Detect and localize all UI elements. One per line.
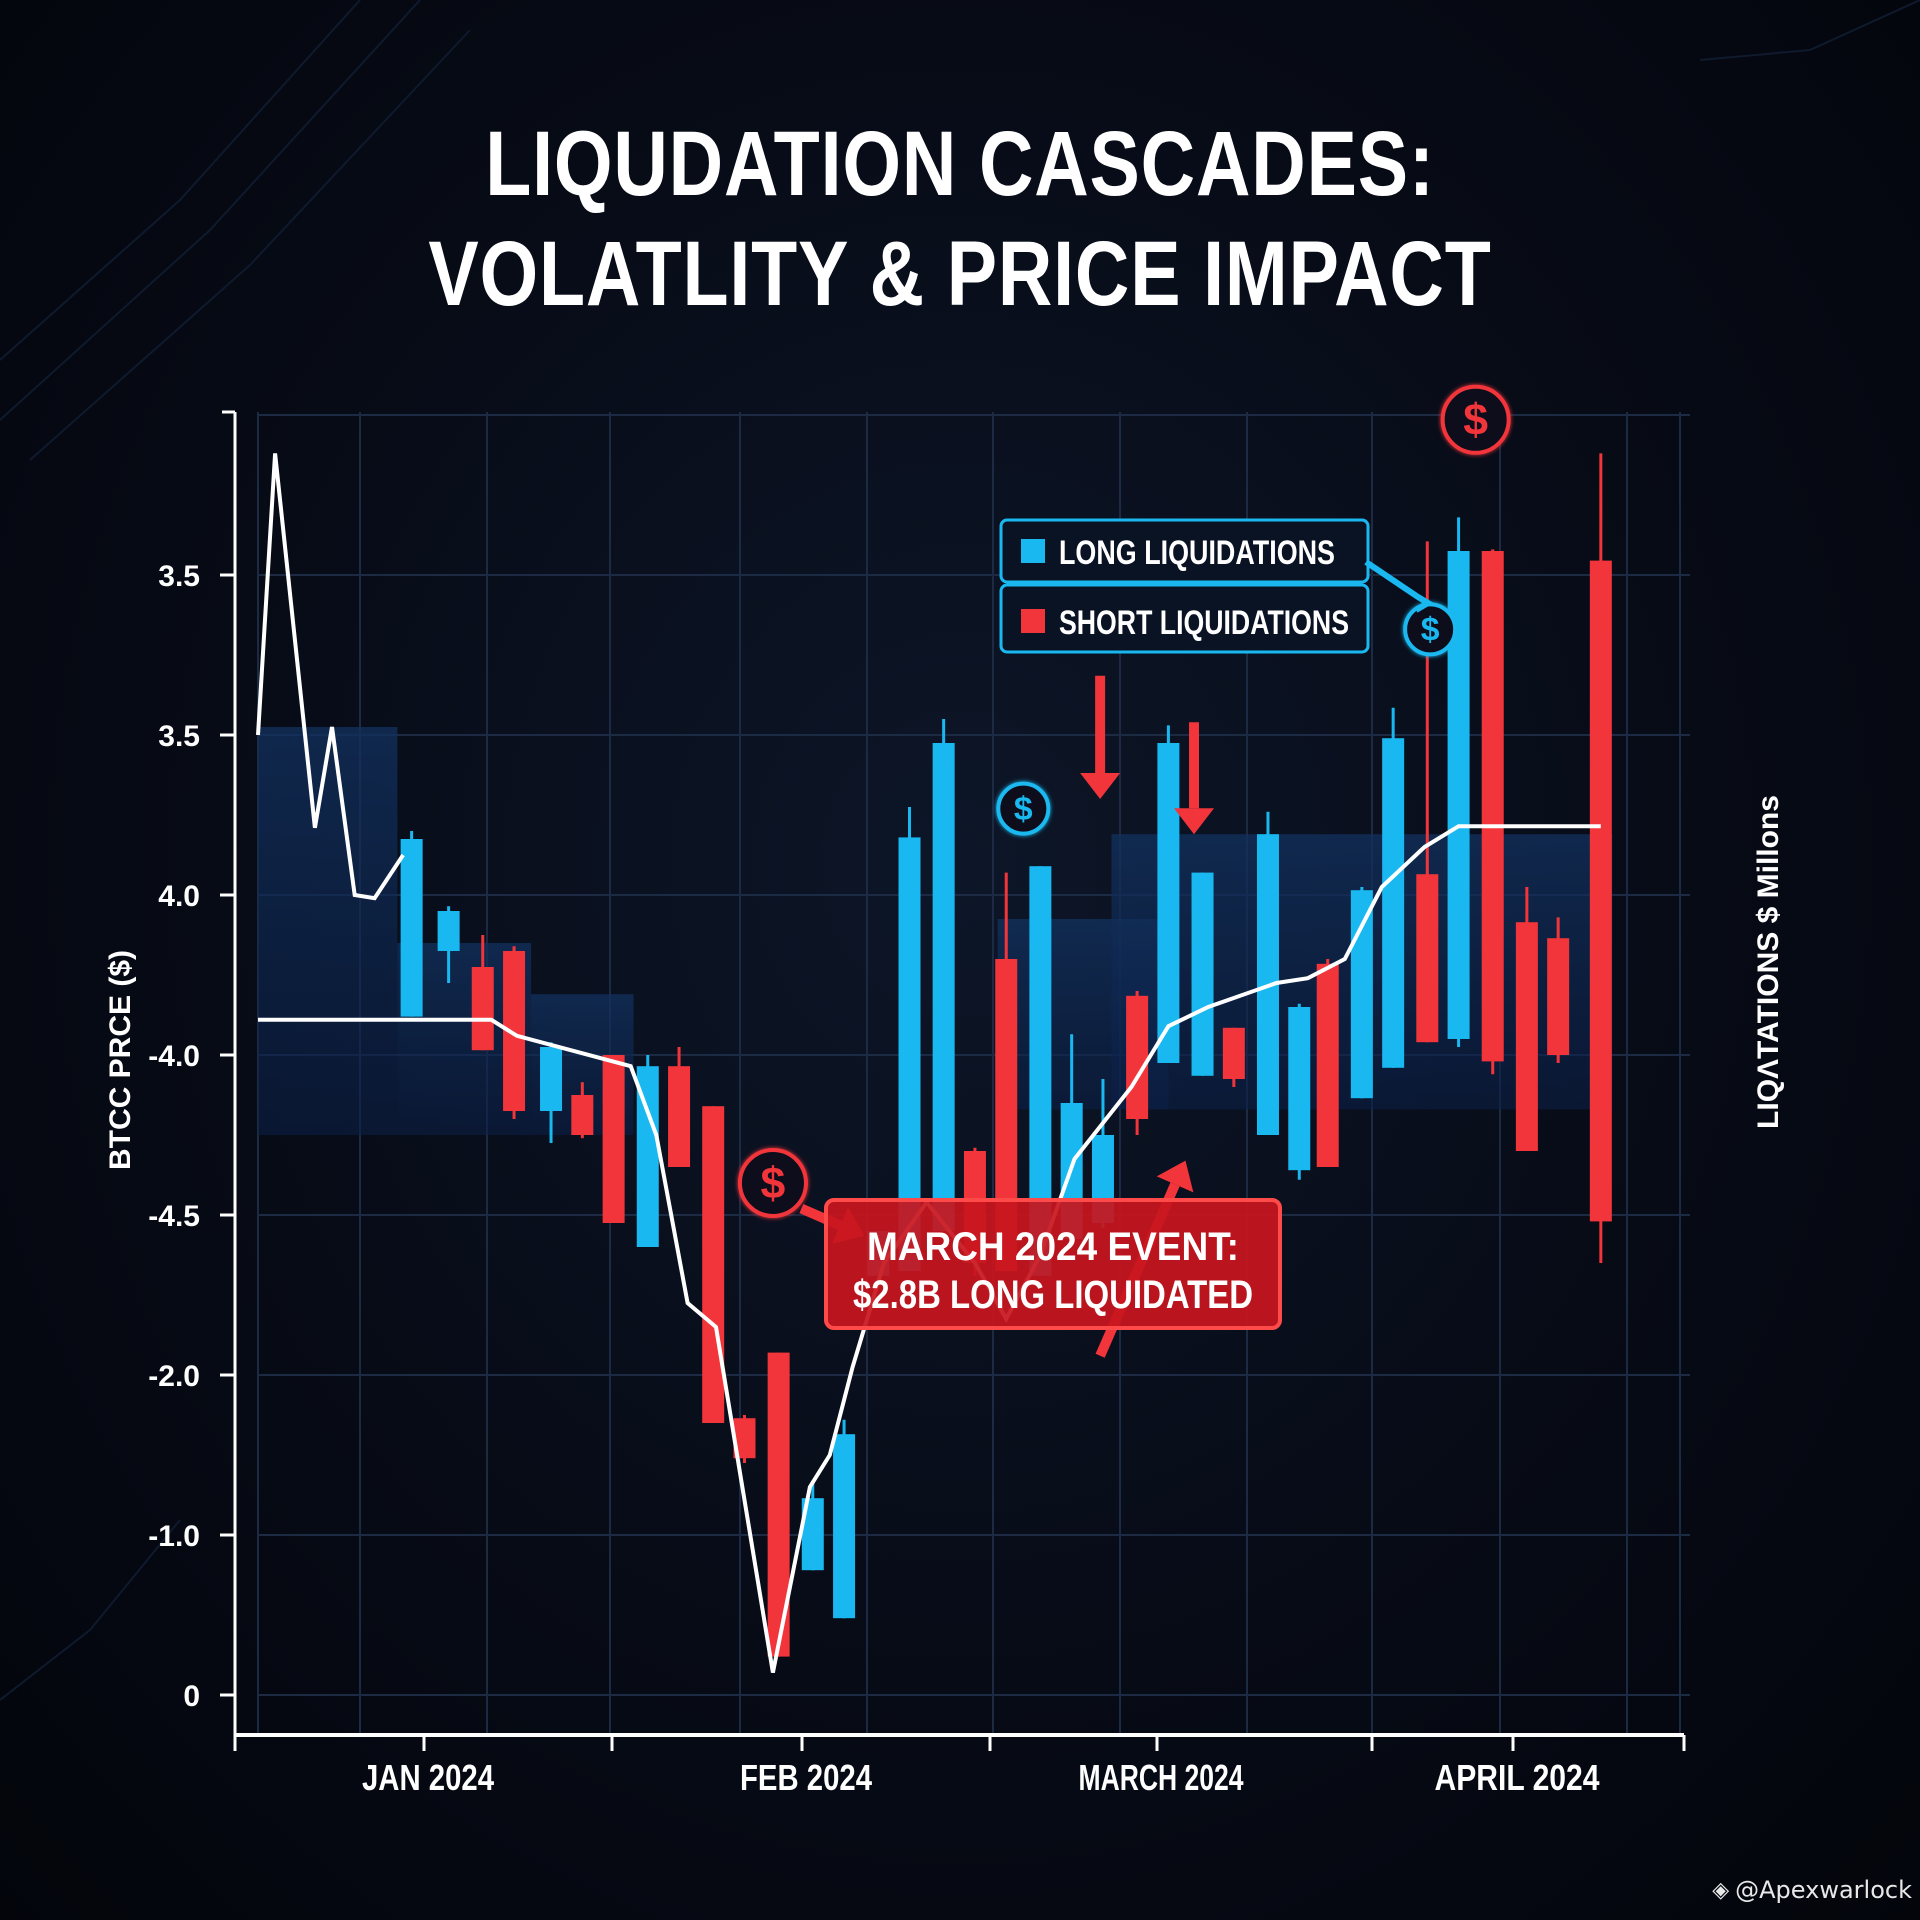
dollar-circle-icon — [996, 781, 1051, 836]
x-tick-label: JAN 2024 — [362, 1757, 494, 1798]
candle-body-long — [437, 911, 460, 951]
callout-line-1: MARCH 2024 EVENT: — [867, 1225, 1239, 1269]
y-tick-label: 3.5 — [158, 560, 200, 593]
legend-swatch-short — [1021, 609, 1045, 633]
candle-body-short — [668, 1066, 691, 1167]
candle-body-short — [1416, 874, 1439, 1043]
candle-body-long — [1191, 872, 1214, 1076]
candle-body-short — [767, 1352, 790, 1657]
candle-body-long — [1382, 738, 1405, 1068]
y-tick-label: 0 — [183, 1680, 200, 1713]
x-tick-label: APRIL 2024 — [1435, 1757, 1600, 1798]
y-tick-label: -4.0 — [148, 1040, 200, 1073]
candle-body-long — [1288, 1007, 1311, 1171]
candle-body-short — [733, 1418, 756, 1459]
candle-body-short — [702, 1106, 725, 1423]
x-tick-label: MARCH 2024 — [1079, 1757, 1244, 1798]
candle-body-long — [1157, 743, 1180, 1063]
y-tick-label: 4.0 — [158, 880, 200, 913]
callout-line-2: $2.8B LONG LIQUIDATED — [853, 1273, 1253, 1317]
dollar-sign-icon: $ — [761, 1159, 786, 1208]
highlight-band — [258, 727, 398, 1135]
candle-body-short — [503, 951, 526, 1111]
circuit-trace — [0, 0, 421, 421]
axes: 0 -1.0 -2.0 -4.5 -4.0 4.0 3.5 3.5 JAN 2024 FEB 20… — [148, 410, 1686, 1798]
candle-body-long — [898, 837, 921, 1271]
legend-row-short-box — [999, 583, 1370, 654]
legend: LONG LIQUIDATIONS SHORT LIQUIDATIONS — [999, 518, 1434, 654]
candle-body-long — [540, 1047, 563, 1111]
candle-body-long — [833, 1434, 856, 1619]
legend-pointer — [1364, 559, 1434, 613]
candle-body-short — [1126, 995, 1149, 1119]
candle-body-long — [1447, 551, 1470, 1039]
candle-body-short — [1515, 922, 1538, 1151]
candle-body-short — [1222, 1027, 1245, 1079]
y-tick-label: -4.5 — [148, 1200, 200, 1233]
circuit-trace — [29, 29, 471, 461]
candle-body-long — [1350, 890, 1373, 1099]
dollar-sign-icon: $ — [1014, 790, 1033, 828]
dollar-circle-icon — [737, 1148, 808, 1218]
circuit-background-decoration — [0, 0, 1920, 1701]
annotation-arrow-head — [1080, 773, 1121, 799]
y-axis-title: BTCC PRCE ($) — [104, 950, 137, 1170]
annotation-arrow-head — [1156, 1160, 1194, 1193]
candle-body-short — [1481, 551, 1504, 1062]
candle-body-long — [1029, 866, 1052, 1276]
candles — [400, 453, 1612, 1657]
circuit-trace — [0, 1519, 181, 1701]
dollar-sign-icon: $ — [1463, 396, 1488, 445]
y-tick-label: 3.5 — [158, 720, 200, 753]
annotation-arrow-head — [1174, 808, 1215, 835]
candle-body-short — [571, 1095, 594, 1135]
y-tick-label: -2.0 — [148, 1360, 200, 1393]
legend-label-long: LONG LIQUIDATIONS — [1059, 534, 1335, 572]
candle-body-short — [602, 1055, 625, 1223]
candle-body-short — [1316, 963, 1339, 1167]
candle-body-long — [932, 743, 955, 1231]
candle-body-long — [801, 1498, 824, 1571]
legend-row-long-box — [999, 518, 1370, 584]
legend-label-short: SHORT LIQUIDATIONS — [1059, 604, 1349, 642]
chart-title-line-2: VOLATLITY & PRICE IMPACT — [428, 223, 1492, 325]
price-line-segment — [256, 453, 405, 901]
circuit-trace — [1699, 0, 1920, 61]
candle-body-long — [636, 1066, 659, 1247]
candle-body-short — [995, 959, 1018, 1271]
event-callout: MARCH 2024 EVENT: $2.8B LONG LIQUIDATED — [824, 1198, 1282, 1330]
callout-box — [824, 1198, 1282, 1330]
candle-body-short — [471, 967, 494, 1051]
candle-body-long — [400, 839, 423, 1017]
markers: $ $ $ $ — [737, 384, 1511, 1218]
y2-axis-title: LIQΛTATIONS $ Millons — [1752, 795, 1785, 1129]
y-tick-label: -1.0 — [148, 1520, 200, 1553]
dollar-circle-icon — [1440, 384, 1511, 455]
candle-body-short — [1589, 560, 1612, 1222]
watermark: ◈ @Apexwarlock — [1712, 1876, 1912, 1904]
binance-diamond-icon: ◈ — [1712, 1877, 1730, 1903]
candle-body-short — [1547, 938, 1570, 1055]
circuit-trace — [0, 0, 361, 361]
x-tick-label: FEB 2024 — [740, 1757, 872, 1798]
watermark-text: @Apexwarlock — [1735, 1876, 1912, 1904]
chart-title-line-1: LIQUDATION CASCADES: — [485, 113, 1435, 215]
dollar-sign-icon: $ — [1421, 611, 1440, 649]
legend-swatch-long — [1021, 539, 1045, 563]
